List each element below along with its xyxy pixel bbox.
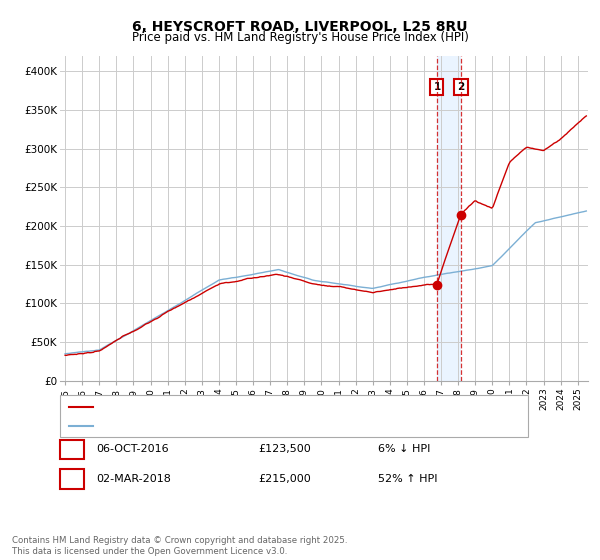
Text: £215,000: £215,000 — [258, 474, 311, 484]
Text: 1: 1 — [68, 444, 76, 454]
Bar — [437, 56, 461, 381]
Text: HPI: Average price, semi-detached house, Liverpool: HPI: Average price, semi-detached house,… — [97, 421, 350, 431]
Text: Price paid vs. HM Land Registry's House Price Index (HPI): Price paid vs. HM Land Registry's House … — [131, 31, 469, 44]
Text: 52% ↑ HPI: 52% ↑ HPI — [378, 474, 437, 484]
Text: 6% ↓ HPI: 6% ↓ HPI — [378, 444, 430, 454]
Text: Contains HM Land Registry data © Crown copyright and database right 2025.
This d: Contains HM Land Registry data © Crown c… — [12, 536, 347, 556]
Text: 6, HEYSCROFT ROAD, LIVERPOOL, L25 8RU (semi-detached house): 6, HEYSCROFT ROAD, LIVERPOOL, L25 8RU (s… — [97, 402, 424, 412]
Text: 6, HEYSCROFT ROAD, LIVERPOOL, L25 8RU: 6, HEYSCROFT ROAD, LIVERPOOL, L25 8RU — [132, 20, 468, 34]
Text: 2: 2 — [68, 474, 76, 484]
Text: 02-MAR-2018: 02-MAR-2018 — [96, 474, 171, 484]
Text: 2: 2 — [457, 82, 464, 92]
Text: 1: 1 — [433, 82, 440, 92]
Text: £123,500: £123,500 — [258, 444, 311, 454]
Text: 06-OCT-2016: 06-OCT-2016 — [96, 444, 169, 454]
